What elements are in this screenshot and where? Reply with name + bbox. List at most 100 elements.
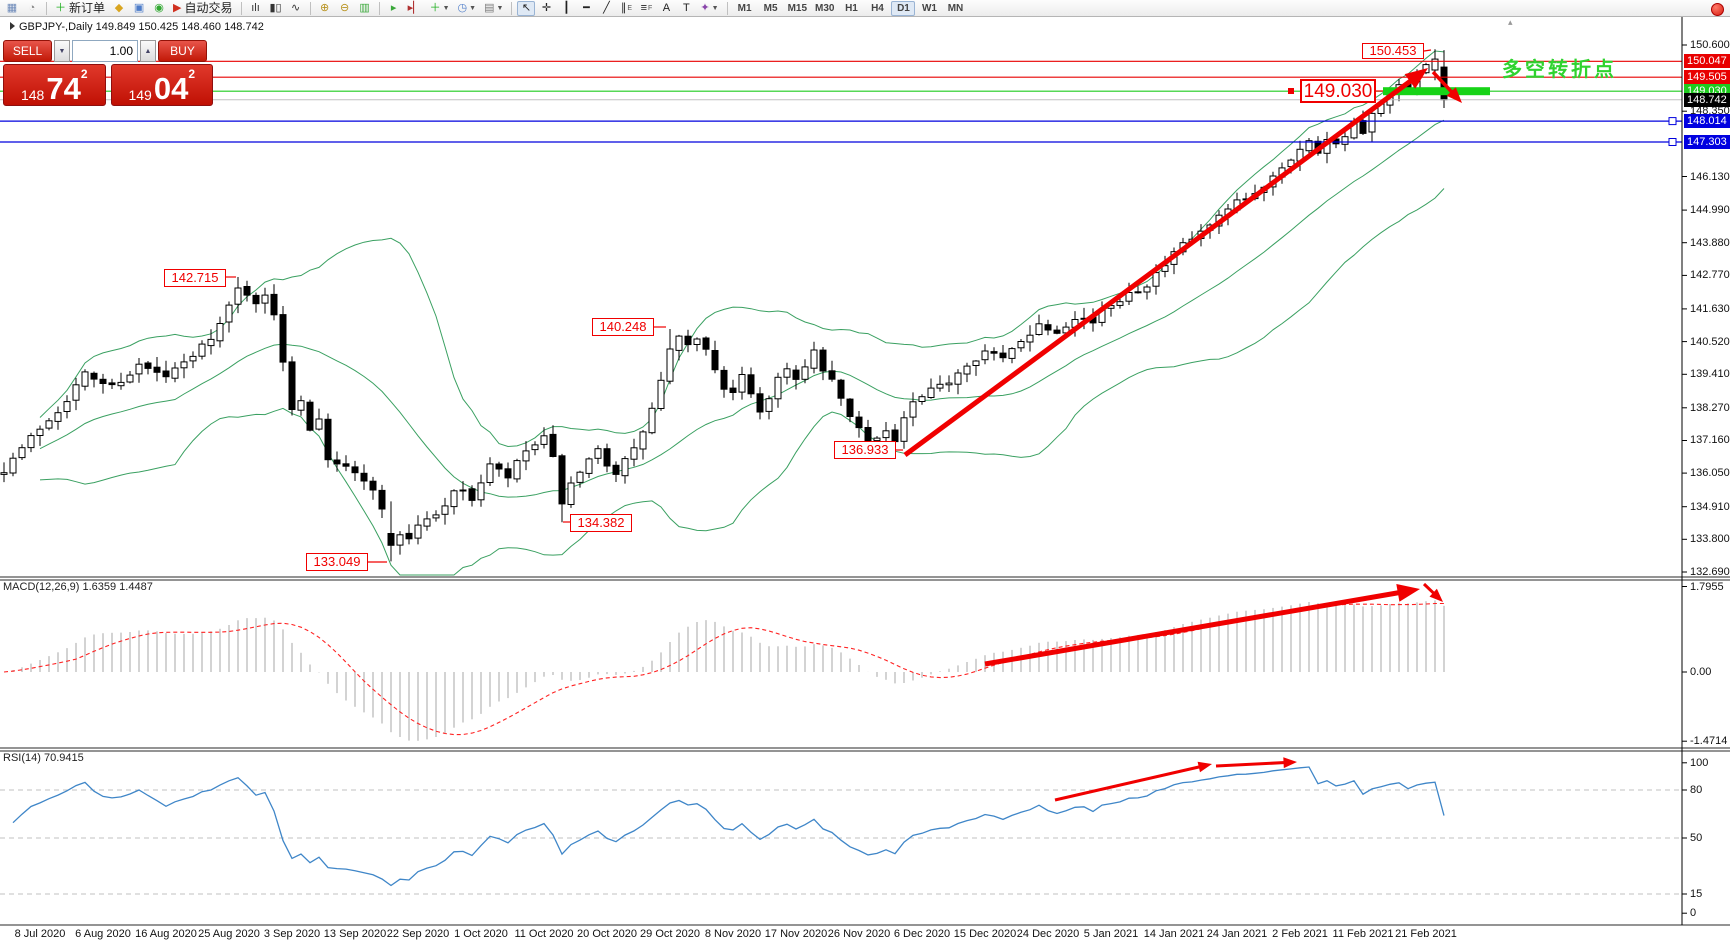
timeframe-m1[interactable]: M1 — [737, 2, 752, 14]
timeframe-h1[interactable]: H1 — [845, 2, 858, 14]
volume-down-button[interactable]: ▼ — [54, 40, 70, 62]
line-chart-icon[interactable]: ∿ — [287, 1, 305, 16]
timeframe-mn[interactable]: MN — [947, 2, 964, 14]
bar-chart-icon[interactable]: ılı — [247, 1, 265, 16]
candle-chart-icon: ▮▯ — [269, 1, 282, 14]
timeframe-d1[interactable]: D1 — [891, 0, 916, 16]
auto-scroll-icon[interactable]: ▸ — [385, 1, 403, 16]
horizontal-line-icon[interactable]: ━ — [577, 1, 595, 16]
trend-arrow-rsi[interactable] — [1054, 764, 1206, 802]
text-label-icon: T — [683, 1, 690, 14]
add-indicator-button-dropdown[interactable]: ▼ — [442, 4, 450, 12]
date-axis-label: 15 Dec 2020 — [953, 928, 1017, 940]
template-button-dropdown[interactable]: ▼ — [496, 4, 504, 12]
eraser-icon[interactable]: ◆ — [110, 1, 128, 16]
buy-button[interactable]: BUY — [158, 40, 207, 62]
text-label-icon[interactable]: T — [677, 1, 695, 16]
buy-price-tile[interactable]: 149 04 2 — [110, 64, 213, 106]
crosshair-icon[interactable]: ✛ — [537, 1, 555, 16]
price-axis-tick: 133.800 — [1690, 533, 1730, 545]
toolbar-separator — [240, 1, 242, 15]
price-annotation-134-382[interactable]: 134.382 — [570, 514, 632, 532]
price-axis-badge: 148.014 — [1684, 114, 1730, 128]
chart-shift-icon[interactable]: ▸▏ — [405, 1, 425, 16]
sell-price-tile[interactable]: 148 74 2 — [3, 64, 106, 106]
date-axis-label: 14 Jan 2021 — [1143, 928, 1205, 940]
channel-icon[interactable]: ∥ E — [617, 1, 635, 16]
price-annotation-140-248[interactable]: 140.248 — [592, 318, 654, 336]
date-axis-label: 24 Dec 2020 — [1016, 928, 1080, 940]
zoom-out-icon[interactable]: ⊖ — [336, 1, 354, 16]
cursor-icon[interactable]: ↖ — [517, 0, 536, 16]
date-axis-label: 17 Nov 2020 — [764, 928, 828, 940]
new-order-button-label: 新订单 — [69, 0, 106, 15]
price-axis-tick: 146.130 — [1690, 171, 1730, 183]
price-axis-badge: 148.742 — [1684, 93, 1730, 107]
sell-price-point: 2 — [80, 67, 88, 81]
date-axis-label: 20 Oct 2020 — [577, 928, 637, 940]
support-zone-band[interactable] — [1383, 87, 1490, 96]
rsi-axis-tick: 100 — [1690, 757, 1709, 769]
date-axis-label: 13 Sep 2020 — [323, 928, 387, 940]
buy-price-base: 149 — [128, 87, 152, 103]
date-axis-label: 16 Aug 2020 — [135, 928, 197, 940]
trendline-icon: ╱ — [603, 1, 610, 14]
signals-icon[interactable]: ◉ — [150, 1, 168, 16]
line-handle[interactable] — [1668, 117, 1677, 126]
text-icon[interactable]: A — [657, 1, 675, 16]
price-annotation-149-030[interactable]: 149.030 — [1300, 79, 1376, 103]
timeframe-m5[interactable]: M5 — [763, 2, 778, 14]
timeframe-m30[interactable]: M30 — [815, 2, 835, 14]
alert-icon[interactable] — [1711, 3, 1724, 16]
tile-windows-icon[interactable]: ▥ — [356, 1, 374, 16]
toolbar-separator — [309, 1, 311, 15]
arrows-icon-dropdown[interactable]: ▼ — [711, 4, 719, 12]
volume-input[interactable] — [72, 40, 138, 62]
zoom-in-icon[interactable]: ⊕ — [316, 1, 334, 16]
date-axis-label: 29 Oct 2020 — [640, 928, 700, 940]
one-click-trading-panel: SELL ▼ ▲ BUY 148 74 2 149 04 2 — [3, 40, 213, 106]
price-annotation-136-933[interactable]: 136.933 — [834, 441, 896, 459]
timeframe-m15[interactable]: M15 — [787, 2, 808, 14]
price-annotation-142-715[interactable]: 142.715 — [164, 269, 226, 287]
template-button[interactable]: ▤ ▼ — [481, 1, 506, 16]
period-button: ◷ — [457, 1, 468, 14]
trend-arrow-price[interactable] — [903, 72, 1421, 458]
price-annotation-150-453[interactable]: 150.453 — [1362, 43, 1424, 59]
trendline-icon[interactable]: ╱ — [597, 1, 615, 16]
tick-chart-icon[interactable]: ◔ — [23, 1, 41, 16]
sell-button[interactable]: SELL — [3, 40, 52, 62]
period-button-dropdown[interactable]: ▼ — [469, 4, 477, 12]
macd-axis-tick: 0.00 — [1690, 666, 1712, 678]
expert-advisors-icon[interactable]: ▣ — [130, 1, 148, 16]
new-order-button[interactable]: ＋新订单 — [52, 1, 108, 16]
turning-point-note[interactable]: 多空转折点 — [1502, 59, 1617, 81]
vertical-line-icon[interactable]: ┃ — [557, 1, 575, 16]
autotrade-button[interactable]: ▶ 自动交易 — [170, 1, 235, 16]
autotrade-button-label: 自动交易 — [184, 0, 233, 15]
bar-chart-icon: ılı — [251, 1, 260, 14]
horizontal-line-objects[interactable] — [0, 60, 1682, 146]
arrows-icon[interactable]: ✦ ▼ — [697, 1, 721, 16]
chart-window-icon[interactable]: ▦ — [3, 1, 21, 16]
horizontal-line-icon: ━ — [583, 1, 590, 14]
line-handle[interactable] — [1668, 138, 1677, 146]
timeframe-h4[interactable]: H4 — [871, 2, 884, 14]
period-button[interactable]: ◷ ▼ — [455, 1, 480, 16]
timeframe-w1[interactable]: W1 — [921, 2, 937, 14]
macd-axis-tick: 1.7955 — [1690, 581, 1724, 593]
candle-chart-icon[interactable]: ▮▯ — [267, 1, 285, 16]
price-annotation-133-049[interactable]: 133.049 — [306, 553, 368, 571]
chart-shift-icon: ▸▏ — [407, 1, 422, 14]
add-indicator-button[interactable]: ＋ ▼ — [427, 1, 453, 16]
chart-symbol-title: GBPJPY-,Daily 149.849 150.425 148.460 14… — [10, 21, 264, 33]
trend-arrow-rsi[interactable] — [1215, 760, 1291, 768]
volume-up-button[interactable]: ▲ — [140, 40, 156, 62]
chart-shift-marker[interactable]: ▴ — [1508, 17, 1513, 27]
trend-arrows[interactable] — [226, 49, 1462, 802]
autotrade-button: ▶ — [173, 1, 182, 14]
rsi-axis-tick: 80 — [1690, 784, 1703, 796]
fibonacci-icon[interactable]: ≡ F — [637, 1, 655, 16]
price-axis-badge: 150.047 — [1684, 54, 1730, 68]
trend-arrow-macd[interactable] — [984, 588, 1410, 667]
